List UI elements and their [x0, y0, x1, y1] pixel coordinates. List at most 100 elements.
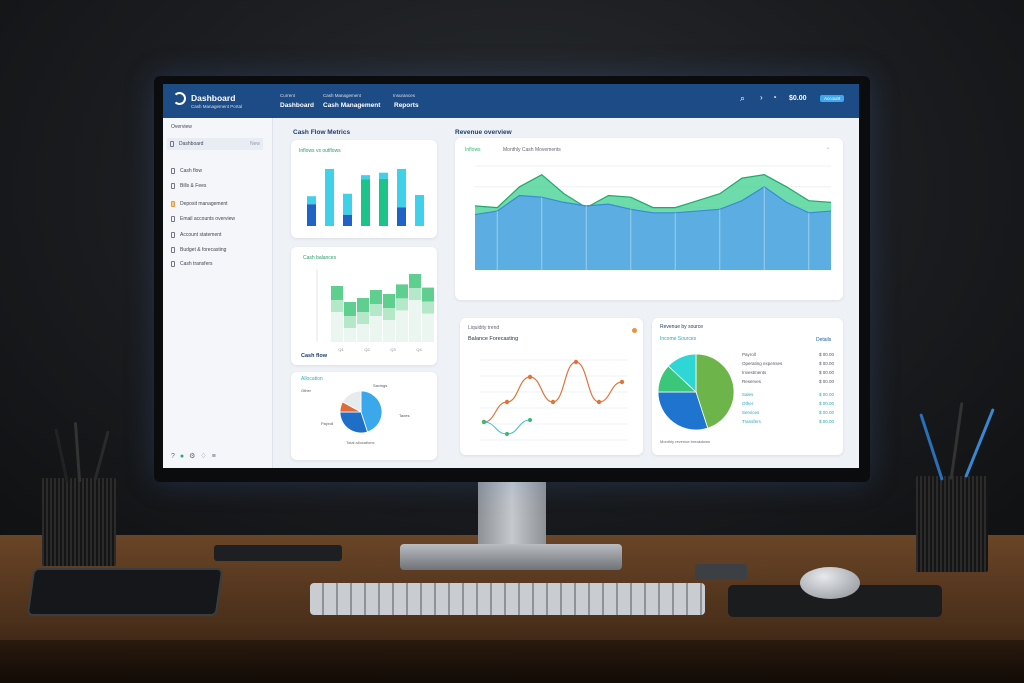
- bar-chart-title: Inflows vs outflows: [299, 148, 341, 154]
- bar-segment: [357, 312, 369, 324]
- line-chart-title: Liquidity trend: [468, 325, 500, 331]
- sidebar-item-label: Cash flow: [180, 168, 202, 174]
- sidebar-item-label: Email accounts overview: [180, 216, 236, 222]
- legend-value: $ 00.00: [818, 379, 834, 384]
- document-icon: [171, 232, 175, 238]
- sidebar-item-label: Bills & Fees: [180, 183, 207, 189]
- bar-chart: [307, 168, 424, 226]
- legend-label: Services: [742, 410, 760, 415]
- legend-row: Other $ 00.00: [742, 401, 834, 406]
- sidebar-item-dashboard[interactable]: Dashboard New: [167, 138, 263, 150]
- legend-value: $ 00.00: [818, 419, 834, 424]
- area-legend-inflows: Inflows: [465, 147, 481, 153]
- app-title: Dashboard: [191, 93, 236, 103]
- monitor-stand: [478, 480, 546, 548]
- chevron-right-icon[interactable]: ›: [760, 93, 763, 102]
- menu-icon[interactable]: ≡: [211, 452, 216, 460]
- allocation-title: Allocation: [301, 376, 323, 382]
- sidebar-item-email[interactable]: Email accounts overview: [171, 216, 235, 222]
- desk-edge: [0, 640, 1024, 683]
- legend-value: $ 00.00: [818, 370, 834, 375]
- sidebar-footer-icons: ? ● ⚙ ♢ ≡: [171, 452, 216, 461]
- folder-icon: [171, 201, 175, 207]
- data-point: [527, 374, 533, 380]
- details-link[interactable]: Details: [816, 337, 832, 343]
- bell-icon[interactable]: ◔: [772, 93, 777, 102]
- stacked-bar-card: Cash balances Cash flow Q1 Q2 Q3 Q4: [291, 247, 437, 365]
- legend-label: Reserves: [742, 379, 762, 384]
- shield-icon[interactable]: ♢: [200, 453, 207, 460]
- sidebar-item-deposit[interactable]: Deposit management: [171, 201, 228, 207]
- monitor-base: [400, 544, 622, 570]
- sidebar-item-budget[interactable]: Budget & forecasting: [171, 247, 226, 253]
- settings-icon[interactable]: ▫: [827, 146, 829, 152]
- pie-slice: [657, 391, 709, 431]
- nav-reports[interactable]: Reports: [394, 102, 419, 109]
- legend-label: Sales: [742, 392, 754, 397]
- bar-segment: [415, 195, 424, 226]
- settings-icon[interactable]: ⚙: [189, 453, 196, 460]
- sidebar-item-bills[interactable]: Bills & Fees: [171, 183, 206, 189]
- mouse[interactable]: [800, 567, 860, 599]
- dashboard-screen: Dashboard Cash Management Portal Current…: [163, 84, 859, 468]
- data-point: [619, 379, 625, 385]
- sidebar-item-statement[interactable]: Account statement: [171, 232, 221, 238]
- account-button[interactable]: Account: [820, 95, 845, 102]
- legend-value: $ 00.00: [818, 401, 834, 406]
- pie-slice: [339, 411, 368, 434]
- app-subtitle: Cash Management Portal: [191, 104, 243, 109]
- sidebar-badge: New: [249, 141, 260, 147]
- status-dot-icon: [632, 328, 637, 333]
- allocation-pie-chart: Savings Payroll Taxes Other: [301, 383, 409, 434]
- bar-segment: [379, 178, 388, 226]
- allocation-pie-card: Allocation Total allocations Savings Payr…: [291, 372, 437, 460]
- balance-readout: $0.00: [789, 95, 807, 102]
- tick-label: Q2: [364, 347, 370, 352]
- tablet[interactable]: [26, 568, 224, 616]
- legend-row: Services $ 00.00: [742, 410, 834, 415]
- pie-slice: [695, 353, 735, 429]
- stacked-bar-chart: Q1 Q2 Q3 Q4: [316, 269, 434, 352]
- globe-icon[interactable]: ●: [179, 452, 185, 460]
- bar-segment: [325, 168, 334, 226]
- pie-slice: [360, 390, 383, 433]
- revenue-pie-footer: Monthly revenue breakdown: [660, 439, 711, 444]
- bar-segment: [397, 168, 406, 208]
- bar-segment: [422, 287, 434, 302]
- line-chart-card: Liquidity trend Balance Forecasting: [460, 318, 643, 455]
- pie-label: Other: [301, 388, 312, 393]
- sidebar-item-transfers[interactable]: Cash transfers: [171, 261, 213, 267]
- usb-drive[interactable]: [695, 564, 747, 580]
- legend-value: $ 00.00: [818, 410, 834, 415]
- legend-label: Investments: [742, 370, 767, 375]
- sidebar-title-text: Overview: [171, 124, 192, 130]
- sidebar-item-label: Budget & forecasting: [180, 247, 227, 253]
- help-icon[interactable]: ?: [171, 452, 175, 460]
- sidebar: Overview Dashboard New Cash flow Bills & …: [163, 118, 273, 468]
- revenue-pie-chart: [657, 353, 735, 431]
- bar-segment: [361, 179, 370, 226]
- pie-label: Taxes: [399, 413, 409, 418]
- sidebar-item-cash-flow[interactable]: Cash flow: [171, 168, 202, 174]
- pie-slice: [667, 353, 697, 393]
- keyboard[interactable]: [310, 583, 705, 615]
- area-series: [475, 186, 831, 270]
- nav-cash-management[interactable]: Cash Management: [323, 102, 381, 109]
- legend-label: Transfers: [742, 419, 761, 424]
- tick-label: Q3: [390, 347, 396, 352]
- bar-segment: [343, 193, 352, 215]
- pie-label: Payroll: [321, 421, 333, 426]
- legend-label: Operating expenses: [742, 361, 783, 366]
- bar-segment: [409, 274, 421, 288]
- pie-slice: [342, 390, 362, 413]
- pen-holder-left: [42, 478, 116, 566]
- nav-dashboard[interactable]: Dashboard: [280, 102, 314, 109]
- data-point: [596, 399, 602, 405]
- nav-small: Insurances: [393, 93, 416, 98]
- bar-chart-card: Inflows vs outflows: [291, 140, 437, 238]
- bar-segment: [397, 207, 406, 226]
- legend-value: $ 00.00: [818, 352, 834, 357]
- search-icon[interactable]: ⌕: [740, 93, 746, 103]
- stacked-bar-title: Cash balances: [303, 255, 337, 261]
- phone[interactable]: [214, 545, 342, 561]
